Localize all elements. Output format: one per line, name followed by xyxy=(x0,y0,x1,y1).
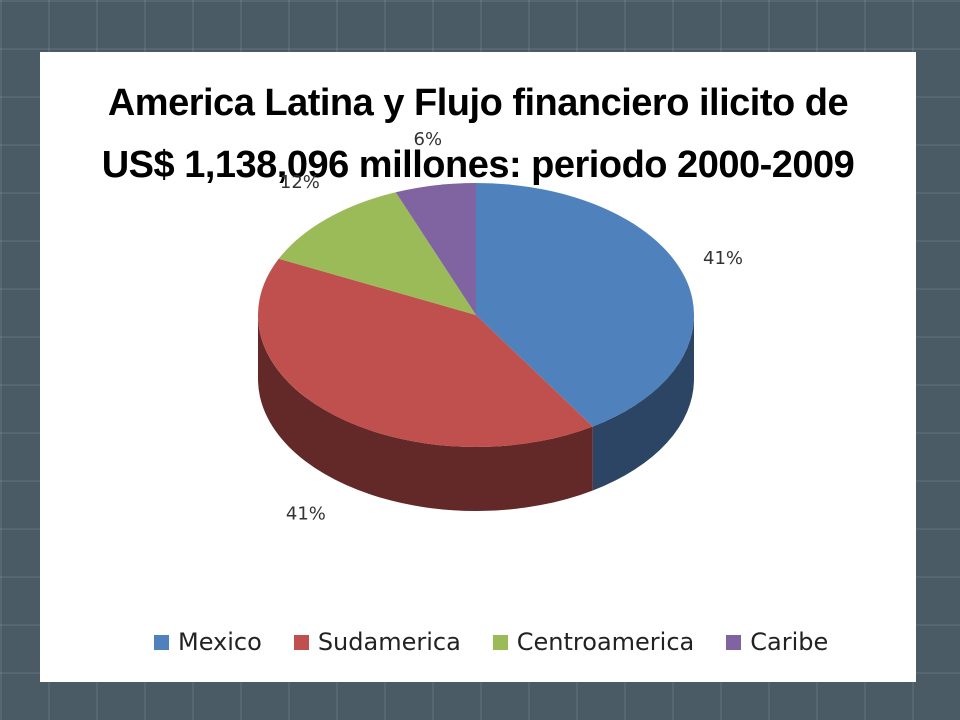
legend-item-centroamerica: Centroamerica xyxy=(492,628,695,656)
pie-slices xyxy=(257,183,695,447)
data-label-sudamerica: 41% xyxy=(286,504,326,525)
pie-data-labels: 41% 41% 12% 6% xyxy=(280,129,743,525)
legend-label: Sudamerica xyxy=(317,628,461,656)
legend-item-mexico: Mexico xyxy=(154,628,262,656)
chart-title: America Latina y Flujo financiero ilicit… xyxy=(107,82,849,124)
pie-side-mexico xyxy=(592,315,694,491)
legend-swatch xyxy=(726,634,742,650)
slide: America Latina y Flujo financiero ilicit… xyxy=(40,52,916,682)
legend-label: Centroamerica xyxy=(516,628,695,656)
legend-item-caribe: Caribe xyxy=(726,628,828,656)
data-label-centroamerica: 12% xyxy=(280,172,320,193)
legend-label: Caribe xyxy=(750,628,829,656)
data-label-caribe: 6% xyxy=(414,129,443,150)
pie-side-sudamerica xyxy=(258,315,593,512)
pie-slice-caribe xyxy=(395,183,476,315)
pie-chart: 41% 41% 12% 6% xyxy=(257,129,743,525)
pie-sides xyxy=(258,315,694,512)
legend-swatch xyxy=(154,634,169,650)
pie-slice-sudamerica xyxy=(257,258,593,447)
data-label-mexico: 41% xyxy=(703,248,743,269)
chart-subtitle: US$ 1,138,096 millones: periodo 2000-200… xyxy=(101,144,855,186)
legend: Mexico Sudamerica Centroamerica Caribe xyxy=(154,628,828,656)
pie-slice-centroamerica xyxy=(278,192,476,315)
legend-swatch xyxy=(293,634,309,650)
legend-label: Mexico xyxy=(178,628,262,656)
pie-slice-mexico xyxy=(476,183,695,427)
legend-item-sudamerica: Sudamerica xyxy=(293,628,461,656)
legend-swatch xyxy=(492,634,508,650)
